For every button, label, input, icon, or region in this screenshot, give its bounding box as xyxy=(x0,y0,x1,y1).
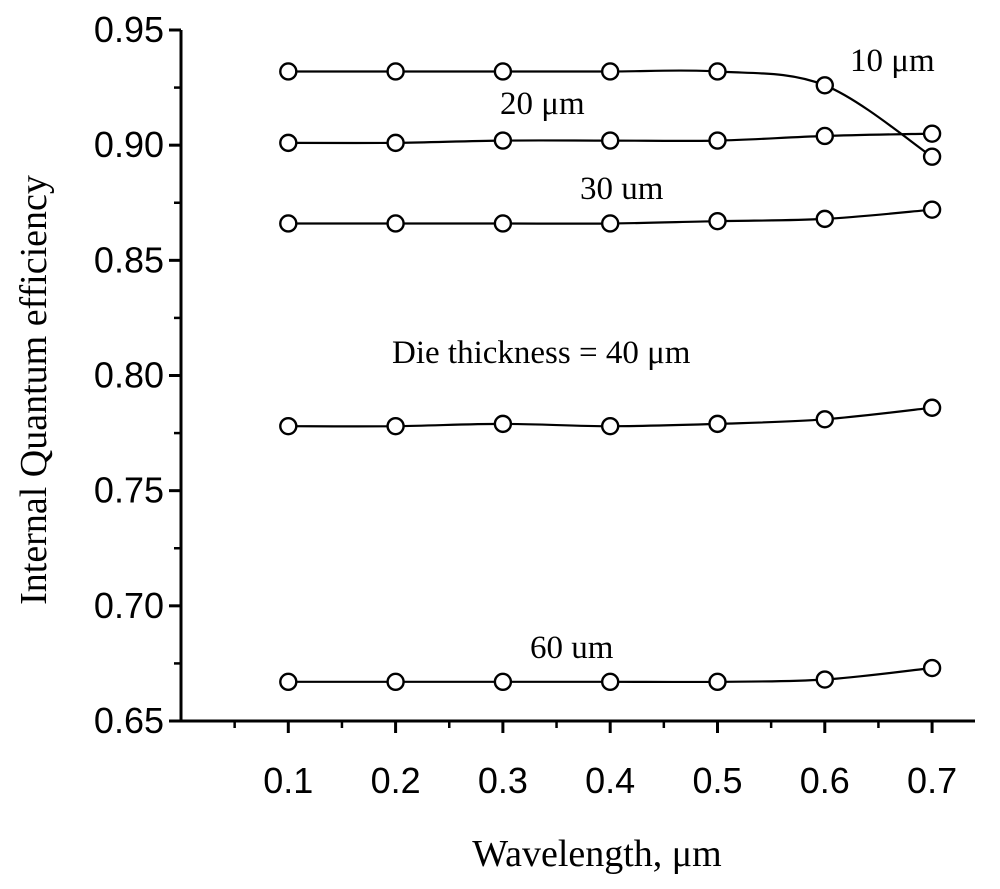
x-tick-label: 0.1 xyxy=(263,760,313,801)
series-label-60um: 60 um xyxy=(530,630,614,666)
data-point-30m xyxy=(386,214,405,233)
data-point-20m xyxy=(493,131,513,150)
y-tick-label: 0.65 xyxy=(94,700,164,741)
series-60m xyxy=(279,658,942,692)
data-point-10m xyxy=(600,62,620,81)
series-label-40um: Die thickness = 40 μm xyxy=(392,335,691,371)
data-point-10m xyxy=(922,147,942,166)
data-point-60m xyxy=(493,672,513,692)
data-point-40m xyxy=(708,414,727,434)
x-tick-label: 0.2 xyxy=(371,760,421,801)
series-10m xyxy=(279,62,942,166)
data-point-60m xyxy=(708,672,727,692)
data-point-60m xyxy=(815,670,834,689)
data-point-10m xyxy=(708,62,727,81)
series-40m xyxy=(279,398,942,436)
data-point-20m xyxy=(386,133,405,153)
y-tick-label: 0.70 xyxy=(94,585,164,626)
data-point-20m xyxy=(600,131,620,150)
data-point-10m xyxy=(386,62,405,81)
series-label-10um: 10 μm xyxy=(850,43,935,79)
data-point-10m xyxy=(493,62,513,81)
data-point-10m xyxy=(815,76,834,95)
data-point-30m xyxy=(708,211,727,231)
data-point-40m xyxy=(386,416,405,436)
data-point-60m xyxy=(922,658,942,678)
x-tick-label: 0.7 xyxy=(907,760,957,801)
series-label-30um: 30 um xyxy=(580,171,664,207)
data-point-30m xyxy=(815,209,834,229)
data-point-30m xyxy=(922,200,942,219)
x-axis-title: Wavelength, μm xyxy=(472,833,721,875)
y-tick-label: 0.80 xyxy=(94,355,164,396)
data-point-30m xyxy=(279,214,298,233)
x-tick-label: 0.4 xyxy=(585,760,635,801)
data-point-20m xyxy=(815,126,834,146)
axes: 0.65 0.70 0.75 0.80 0.85 0.90 0.95 0.1 0.2 0.3 0.4… xyxy=(94,9,975,801)
series-20m xyxy=(279,124,942,153)
data-point-20m xyxy=(708,131,727,150)
y-tick-label: 0.90 xyxy=(94,124,164,165)
data-point-60m xyxy=(600,672,620,692)
series-label-20um: 20 μm xyxy=(500,86,585,122)
data-point-40m xyxy=(493,414,513,434)
y-tick-label: 0.85 xyxy=(94,239,164,280)
y-tick-label: 0.95 xyxy=(94,9,164,50)
data-point-40m xyxy=(815,410,834,429)
x-tick-label: 0.3 xyxy=(478,760,528,801)
data-point-30m xyxy=(493,214,513,233)
label-layer: Wavelength, μm Internal Quantum efficien… xyxy=(13,43,935,875)
data-point-40m xyxy=(922,398,942,417)
series-layer xyxy=(279,62,942,692)
y-tick-label: 0.75 xyxy=(94,470,164,511)
data-point-60m xyxy=(386,672,405,692)
x-tick-label: 0.6 xyxy=(800,760,850,801)
data-point-40m xyxy=(600,416,620,436)
series-30m xyxy=(279,200,942,233)
data-point-60m xyxy=(279,672,298,692)
x-tick-label: 0.5 xyxy=(692,760,742,801)
data-point-10m xyxy=(279,62,298,81)
data-point-20m xyxy=(922,124,942,143)
data-point-20m xyxy=(279,133,298,153)
data-point-40m xyxy=(279,416,298,436)
data-point-30m xyxy=(600,214,620,233)
y-axis-title: Internal Quantum efficiency xyxy=(13,175,55,605)
